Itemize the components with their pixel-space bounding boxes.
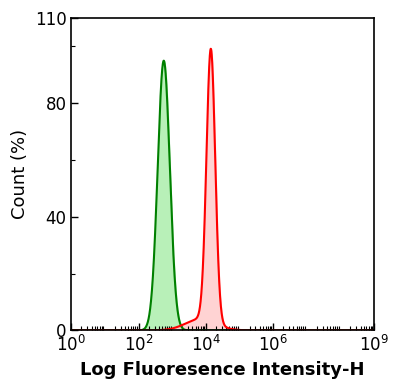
- X-axis label: Log Fluoresence Intensity-H: Log Fluoresence Intensity-H: [80, 361, 365, 379]
- Y-axis label: Count (%): Count (%): [11, 129, 29, 219]
